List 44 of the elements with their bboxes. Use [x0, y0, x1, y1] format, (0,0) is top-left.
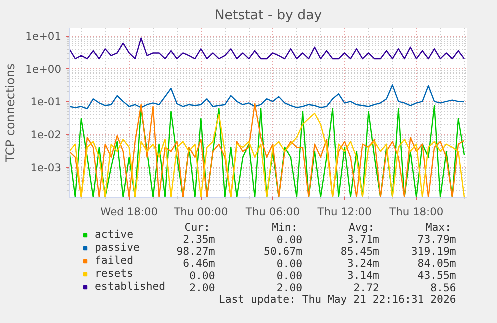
chart-title: Netstat - by day [214, 8, 322, 24]
text: 8.56 [430, 282, 456, 294]
text: 2.35m [183, 233, 216, 246]
text: Last update: Thu May 21 22:16:31 2026 [218, 293, 456, 306]
text: 3.71m [347, 233, 380, 246]
legend-label: passive [95, 241, 140, 254]
y-tick-label: 1e-01 [30, 96, 62, 109]
x-tick-label: Thu 18:00 [388, 206, 444, 218]
text: 2.72 [354, 282, 380, 294]
text: 85.45m [340, 245, 380, 258]
legend-label: resets [95, 267, 134, 280]
text: 50.67m [264, 245, 303, 258]
y-axis-title: TCP connections [4, 64, 18, 164]
text: 0.00 [276, 258, 303, 270]
line-series [70, 38, 466, 60]
text: 43.55m [418, 269, 456, 282]
legend-label: failed [95, 254, 134, 267]
text: 0.00 [276, 234, 303, 246]
x-tick-label: Thu 12:00 [316, 206, 372, 218]
y-tick-label: 1e+01 [26, 30, 62, 44]
text: 0.00 [276, 270, 303, 282]
text: 6.46m [183, 257, 216, 270]
text: 84.05m [418, 257, 456, 270]
x-tick-label: Wed 18:00 [100, 206, 158, 218]
legend-label: established [95, 280, 166, 293]
line-series [70, 84, 466, 110]
text: 2.00 [276, 282, 303, 294]
text: Cur: [184, 221, 210, 234]
text: Avg: [348, 221, 375, 234]
x-tick-label: Thu 00:00 [173, 206, 228, 218]
text: 319.19m [411, 245, 456, 258]
x-tick-label: Thu 06:00 [244, 206, 300, 218]
y-tick-label: 1e+00 [26, 62, 62, 76]
text: 98.27m [176, 245, 216, 258]
text: 3.14m [347, 269, 380, 282]
text: 2.00 [190, 282, 216, 294]
text: 3.24m [347, 257, 380, 270]
y-tick-label: 1e-02 [30, 128, 62, 142]
text: 0.00 [190, 270, 216, 282]
text: Max: [426, 221, 452, 234]
y-tick-label: 1e-03 [30, 161, 62, 174]
legend-label: active [95, 228, 134, 241]
text: 73.79m [418, 233, 456, 246]
text: Min: [272, 221, 298, 234]
